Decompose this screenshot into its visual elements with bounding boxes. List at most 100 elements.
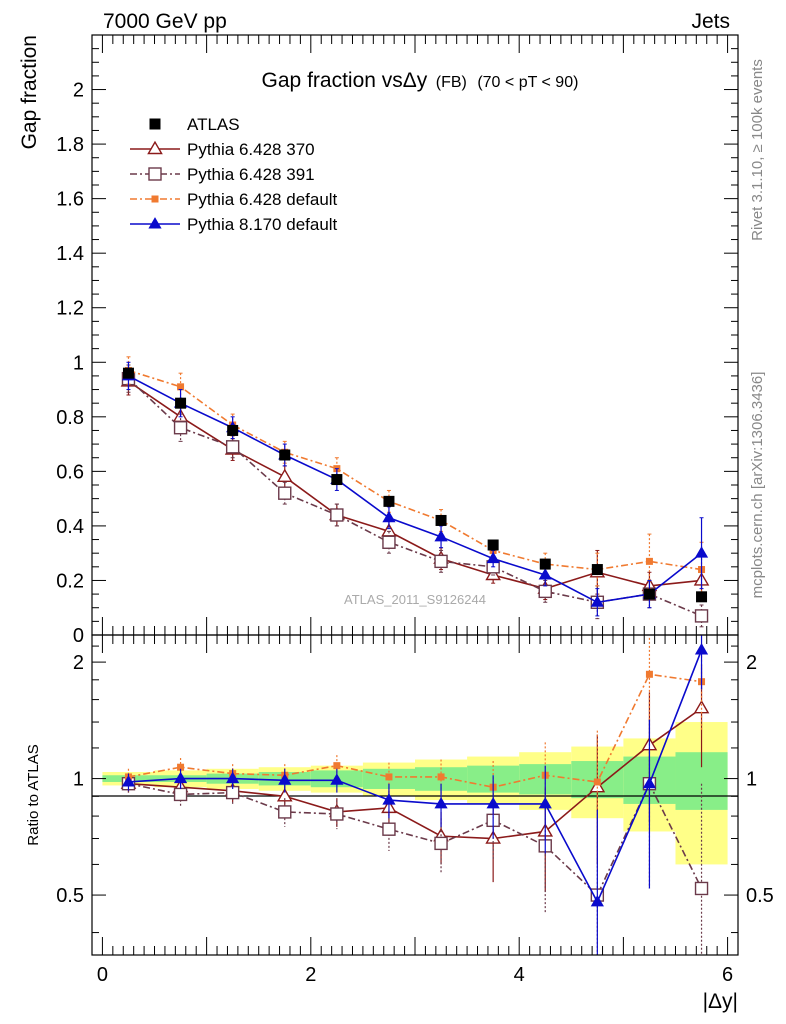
ratio-point [590, 895, 604, 907]
legend-marker [148, 167, 162, 181]
ratio-point [694, 643, 709, 655]
series-0 [120, 367, 710, 601]
ratio-point [226, 771, 240, 784]
ratio-point [385, 773, 393, 781]
data-point [486, 551, 500, 564]
series-line [128, 375, 703, 604]
rivet-label: Rivet 3.1.10, ≥ 100k events [749, 59, 766, 241]
legend-marker [148, 217, 162, 229]
data-point [177, 383, 185, 391]
title-tag: (FB) [436, 74, 467, 91]
ratio-frame [91, 634, 739, 956]
ratio-series-line [128, 781, 703, 897]
legend-label: Pythia 8.170 default [187, 215, 338, 234]
data-point [276, 468, 293, 483]
y-axis-label: Gap fraction [18, 35, 41, 149]
main-series-layer [120, 356, 710, 628]
atlas-data [122, 367, 708, 603]
main-axis-ticks: 0 0.2 0.4 0.6 0.8 1 1.2 1.4 1.6 1.8 2 [56, 34, 739, 647]
y-tick-label: 1.6 [56, 189, 84, 211]
ratio-uncertainty-bands [102, 722, 728, 865]
x-axis-label: |Δy| [703, 990, 738, 1013]
x-tick-label: 4 [514, 964, 525, 986]
legend-marker [149, 118, 161, 130]
chart-title: Gap fraction vsΔy (FB) (70 < pT < 90) [262, 69, 579, 92]
data-point [330, 508, 344, 522]
ratio-point [276, 787, 293, 802]
ratio-point [486, 797, 500, 809]
data-point [538, 584, 552, 599]
ratio-y-tick-label-right: 0.5 [746, 885, 774, 907]
atlas-point [643, 588, 655, 600]
y-tick-label: 0.4 [56, 516, 84, 538]
header-left: 7000 GeV pp [103, 10, 227, 33]
ratio-point [121, 775, 136, 787]
data-point [225, 440, 240, 454]
legend-marker [147, 140, 163, 155]
ratio-point [330, 773, 344, 785]
ratio-y-tick-label: 0.5 [56, 885, 84, 907]
data-point [694, 609, 709, 623]
ratio-axis-ticks: 0 2 4 6 0.5 0.5 1 1 2 2 [56, 635, 774, 986]
data-point [694, 546, 709, 558]
x-tick-label: 6 [722, 964, 733, 986]
legend-label: ATLAS [187, 115, 240, 134]
y-tick-label: 1.4 [56, 243, 84, 265]
data-point [382, 535, 396, 549]
atlas-point [487, 539, 499, 551]
y-tick-label: 0 [73, 625, 84, 647]
data-point [434, 554, 448, 569]
atlas-point [175, 397, 187, 409]
legend-label: Pythia 6.428 370 [187, 140, 315, 159]
ratio-point [437, 773, 445, 781]
y-tick-label: 1.2 [56, 298, 84, 320]
legend-label: Pythia 6.428 default [187, 190, 338, 209]
data-point [645, 557, 653, 565]
ratio-point [177, 763, 185, 771]
ratio-point [173, 787, 188, 802]
ratio-y-tick-label: 1 [73, 769, 84, 791]
y-tick-label: 0.2 [56, 570, 84, 592]
atlas-point [331, 474, 343, 486]
ratio-series-line [128, 707, 702, 840]
y-tick-label: 2 [73, 80, 84, 102]
legend-item-2: Pythia 6.428 default [130, 190, 338, 209]
ratio-point [593, 778, 601, 786]
atlas-point [227, 424, 239, 436]
analysis-label: ATLAS_2011_S9126244 [344, 592, 486, 607]
ratio-point [693, 699, 710, 714]
data-point [485, 566, 501, 581]
legend-item-data: ATLAS [149, 115, 240, 134]
atlas-point [122, 367, 134, 379]
legend-item-1: Pythia 6.428 391 [130, 165, 315, 184]
ratio-series-layer [120, 635, 710, 955]
y-tick-label: 1 [73, 352, 84, 374]
ratio-point [642, 776, 657, 789]
main-panel: 0 0.2 0.4 0.6 0.8 1 1.2 1.4 1.6 1.8 2 Gap fraction… [18, 34, 739, 647]
ratio-point [434, 797, 448, 809]
ratio-point [645, 670, 653, 678]
svg-text:Gap fraction vsΔy (FB): Gap fraction vsΔy (FB) (70 < pT < 90) [262, 69, 579, 92]
data-point [173, 421, 188, 435]
legend: ATLAS Pythia 6.428 370 Pythia 6.428 391 Pyt… [130, 115, 338, 234]
atlas-point [696, 591, 708, 603]
mcplots-label: mcplots.cern.ch [arXiv:1306.3436] [749, 372, 766, 599]
series-line [128, 380, 702, 590]
x-tick-label: 0 [97, 964, 108, 986]
atlas-point [435, 514, 447, 526]
y-tick-label: 0.6 [56, 461, 84, 483]
ratio-point [173, 771, 188, 784]
header-right: Jets [691, 10, 730, 33]
title-main: Gap fraction vsΔy [262, 69, 428, 92]
legend-label: Pythia 6.428 391 [187, 165, 315, 184]
ratio-y-tick-label-right: 1 [746, 769, 757, 791]
ratio-point [382, 822, 396, 836]
ratio-point [278, 773, 292, 785]
data-point [538, 568, 552, 580]
series-line [128, 369, 702, 571]
y-tick-label: 1.8 [56, 134, 84, 156]
ratio-point [694, 881, 709, 896]
y-tick-label: 0.8 [56, 407, 84, 429]
ratio-panel: 0 2 4 6 0.5 0.5 1 1 2 2 Ratio to ATLAS |Δy| [25, 634, 774, 1013]
